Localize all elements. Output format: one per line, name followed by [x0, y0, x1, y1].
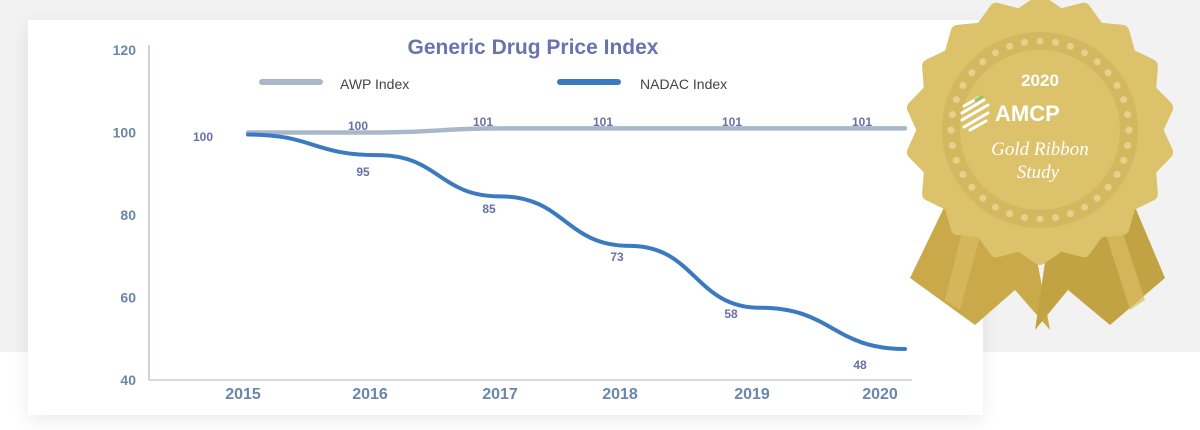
seal-dot — [1052, 214, 1059, 222]
legend: AWP Index NADAC Index — [259, 76, 727, 92]
seal-dots — [947, 37, 1133, 223]
x-tick-label: 2015 — [225, 386, 261, 403]
seal-dot — [952, 96, 960, 104]
badge-line2: Study — [1017, 162, 1060, 183]
data-label-nadac: 85 — [482, 202, 496, 216]
seal-dot — [1104, 183, 1112, 191]
seal-dot — [1036, 215, 1044, 223]
data-label-awp: 101 — [473, 115, 493, 129]
y-tick-label: 60 — [120, 290, 136, 306]
seal-dot — [1125, 126, 1133, 134]
seal-dot — [979, 58, 987, 66]
data-label-nadac: 58 — [724, 307, 738, 321]
data-label-nadac: 48 — [853, 358, 867, 372]
legend-label: AWP Index — [340, 76, 409, 92]
x-tick-label: 2019 — [734, 386, 770, 403]
y-axis: 40 60 80 100 120 — [113, 42, 150, 388]
seal-dot — [948, 111, 956, 118]
seal-center — [960, 50, 1120, 210]
seal-dot — [992, 203, 999, 211]
seal-dot — [948, 142, 956, 149]
seal-dot — [1124, 142, 1132, 149]
seal-dot — [1113, 82, 1121, 89]
amcp-logo-icon — [960, 95, 990, 132]
chart-title: Generic Drug Price Index — [408, 36, 659, 59]
seal-dot — [959, 82, 967, 89]
seal-dot — [952, 156, 960, 164]
seal-dot — [1052, 38, 1059, 46]
seal-dot — [1093, 194, 1101, 202]
data-label-awp: 100 — [348, 119, 368, 133]
badge-org: AMCP — [995, 101, 1060, 126]
x-tick-label: 2017 — [482, 386, 518, 403]
seal-dot — [992, 49, 999, 57]
seal-dot — [1124, 111, 1132, 118]
seal-dot — [1120, 96, 1128, 104]
data-label-nadac: 73 — [610, 250, 624, 264]
seal-dot — [1113, 171, 1121, 178]
seal-dot — [947, 126, 955, 134]
legend-label: NADAC Index — [640, 76, 727, 92]
seal-dot — [979, 194, 987, 202]
data-label-awp: 101 — [593, 115, 613, 129]
seal-dot — [1093, 58, 1101, 66]
chart-card — [28, 20, 983, 415]
seal-dot — [1120, 156, 1128, 164]
x-tick-label: 2016 — [352, 386, 388, 403]
series-line-nadac-index — [246, 132, 907, 351]
seal-dot — [1104, 69, 1112, 77]
data-labels: 100 100 101 101 101 101 95 85 73 58 48 — [193, 115, 872, 372]
seal-dot — [1006, 42, 1014, 50]
data-label-awp: 100 — [193, 130, 213, 144]
series-line-awp-index — [245, 126, 908, 135]
seal-dot — [968, 183, 976, 191]
seal-dot — [1081, 203, 1088, 211]
seal-dot — [959, 171, 967, 178]
y-tick-label: 100 — [113, 125, 137, 141]
seal-dot — [1066, 210, 1074, 218]
y-tick-label: 80 — [120, 207, 136, 223]
seal-dot — [1066, 42, 1074, 50]
x-tick-label: 2018 — [602, 386, 638, 403]
seal-dot — [1081, 49, 1088, 57]
seal-dot — [1021, 214, 1028, 222]
y-tick-label: 40 — [120, 372, 136, 388]
x-tick-label: 2020 — [862, 386, 898, 403]
badge-year: 2020 — [1021, 71, 1059, 90]
gold-ribbon-badge: 2020 AMCP Gold Ribbon Study — [906, 0, 1174, 330]
data-label-awp: 101 — [852, 115, 872, 129]
data-label-awp: 101 — [722, 115, 742, 129]
seal-dot — [968, 69, 976, 77]
series-lines — [245, 126, 908, 351]
seal-dot — [1021, 38, 1028, 46]
data-label-nadac: 95 — [356, 165, 370, 179]
x-axis: 2015 2016 2017 2018 2019 2020 — [149, 379, 912, 403]
badge-line1: Gold Ribbon — [991, 139, 1089, 160]
seal-dot — [1036, 37, 1044, 45]
seal-dot — [1006, 210, 1014, 218]
y-tick-label: 120 — [113, 42, 137, 58]
